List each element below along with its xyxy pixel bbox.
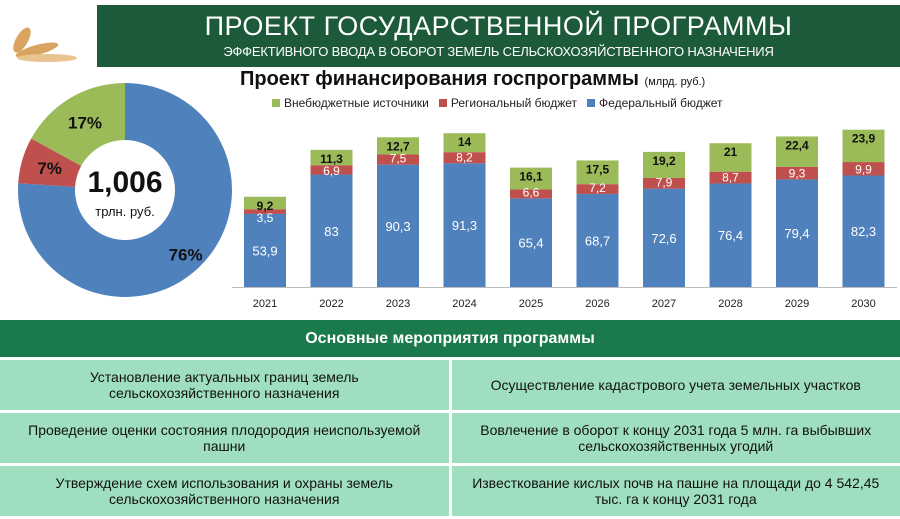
bar-segment (842, 129, 885, 163)
bar-data-label: 90,3 (385, 219, 410, 234)
bar-segment (709, 183, 752, 287)
table-row: Проведение оценки состояния плодородия н… (0, 413, 900, 463)
bar-segment (776, 179, 818, 287)
bar-data-label: 9,3 (789, 166, 806, 180)
table-cell: Установление актуальных границ земель се… (0, 360, 449, 410)
bar-data-label: 83 (324, 224, 338, 239)
bar-data-label: 22,4 (785, 138, 809, 152)
bar-data-label: 7,5 (390, 152, 407, 166)
bar-data-label: 16,1 (519, 170, 543, 184)
bar-segment (576, 184, 619, 194)
chart-title: Проект финансирования госпрограммы (млрд… (240, 68, 706, 90)
table-cell: Известкование кислых почв на пашне на пл… (451, 466, 900, 516)
bar-segment (576, 193, 619, 287)
donut-slice-label: 7% (37, 159, 62, 178)
bar-segment (310, 165, 353, 175)
x-tick-label: 2021 (253, 298, 277, 310)
table-title: Основные мероприятия программы (0, 320, 900, 357)
header-banner: ПРОЕКТ ГОСУДАРСТВЕННОЙ ПРОГРАММЫ ЭФФЕКТИ… (97, 5, 900, 67)
bar-segment (310, 174, 353, 287)
bar-data-label: 68,7 (585, 233, 610, 248)
bar-segment (244, 196, 286, 210)
chart-legend: Внебюджетные источники Региональный бюдж… (272, 96, 723, 110)
charts: 76% 7% 17% 1,006 трлн. руб. 53,9 3,59,2 2021 83 6… (17, 83, 897, 310)
bar-segment (643, 177, 685, 189)
bar-data-label: 7,9 (656, 176, 673, 190)
bar-data-label: 14 (458, 135, 472, 149)
bar-segment (776, 166, 818, 180)
x-tick-label: 2023 (386, 298, 410, 310)
bar-segment (709, 171, 752, 184)
bar-data-label: 82,3 (851, 224, 876, 239)
bar-segment (842, 175, 885, 287)
bar-segment (377, 164, 419, 287)
bar-segment (377, 154, 419, 165)
bar-segment (244, 209, 286, 214)
bar-data-label: 79,4 (784, 226, 809, 241)
table-row: Утверждение схем использования и охраны … (0, 466, 900, 516)
bar-data-label: 12,7 (386, 139, 410, 153)
bar-data-label: 53,9 (252, 243, 277, 258)
bar-segment (842, 162, 885, 176)
legend-item-regional: Региональный бюджет (438, 96, 577, 110)
page-title: ПРОЕКТ ГОСУДАРСТВЕННОЙ ПРОГРАММЫ (204, 11, 793, 41)
bar-segment (709, 143, 752, 172)
x-tick-label: 2022 (319, 298, 343, 310)
donut-total: 1,006 (87, 166, 162, 199)
bar-segment (443, 163, 486, 287)
bar-data-label: 17,5 (586, 162, 610, 176)
table-row: Установление актуальных границ земель се… (0, 360, 900, 410)
bar-segment (310, 149, 353, 166)
x-tick-label: 2026 (585, 298, 609, 310)
donut-slice (17, 83, 232, 297)
bar-data-label: 23,9 (852, 132, 876, 146)
bar-segment (510, 189, 552, 199)
bar-segment (443, 152, 486, 164)
bar-data-label: 72,6 (651, 231, 676, 246)
bar-segment (643, 151, 685, 178)
legend-item-federal: Федеральный бюджет (587, 96, 723, 110)
legend-item-extra: Внебюджетные источники (272, 96, 429, 110)
bar-data-label: 8,7 (722, 170, 739, 184)
bar-data-label: 8,2 (456, 150, 473, 164)
bar-segment (776, 136, 818, 167)
bar-segment (443, 133, 486, 153)
x-tick-label: 2024 (452, 298, 476, 310)
table-cell: Проведение оценки состояния плодородия н… (0, 413, 449, 463)
bar-segment (576, 160, 619, 185)
bar-segment (377, 137, 419, 155)
bar-segment (510, 167, 552, 190)
bar-segment (510, 198, 552, 287)
bar-data-label: 91,3 (452, 218, 477, 233)
bar-data-label: 7,2 (589, 181, 606, 195)
bar-data-label: 76,4 (718, 228, 743, 243)
page-subtitle: ЭФФЕКТИВНОГО ВВОДА В ОБОРОТ ЗЕМЕЛЬ СЕЛЬС… (223, 44, 774, 59)
bar-data-label: 11,3 (320, 152, 343, 166)
bar-data-label: 3,5 (257, 211, 274, 225)
donut-slice-label: 76% (169, 246, 203, 265)
bar-data-label: 9,2 (257, 199, 274, 213)
bar-data-label: 6,9 (323, 164, 340, 178)
x-tick-label: 2025 (519, 298, 543, 310)
bar-data-label: 19,2 (652, 154, 676, 168)
bar-data-label: 65,4 (518, 236, 543, 251)
bar-segment (244, 213, 286, 287)
x-tick-label: 2029 (785, 298, 809, 310)
donut-slice-label: 17% (68, 113, 102, 132)
table-cell: Утверждение схем использования и охраны … (0, 466, 449, 516)
bar-segment (643, 188, 685, 287)
bar-data-label: 9,9 (855, 162, 872, 176)
donut-slice (31, 83, 126, 166)
x-tick-label: 2030 (851, 298, 875, 310)
x-tick-label: 2027 (652, 298, 676, 310)
wheat-logo-icon (13, 27, 77, 62)
table-cell: Осуществление кадастрового учета земельн… (451, 360, 900, 410)
bar-data-label: 21 (724, 145, 738, 159)
bar-data-label: 6,6 (523, 185, 540, 199)
donut-unit: трлн. руб. (95, 204, 155, 219)
donut-slice (18, 138, 82, 187)
x-tick-label: 2028 (718, 298, 742, 310)
table-cell: Вовлечение в оборот к концу 2031 года 5 … (451, 413, 900, 463)
